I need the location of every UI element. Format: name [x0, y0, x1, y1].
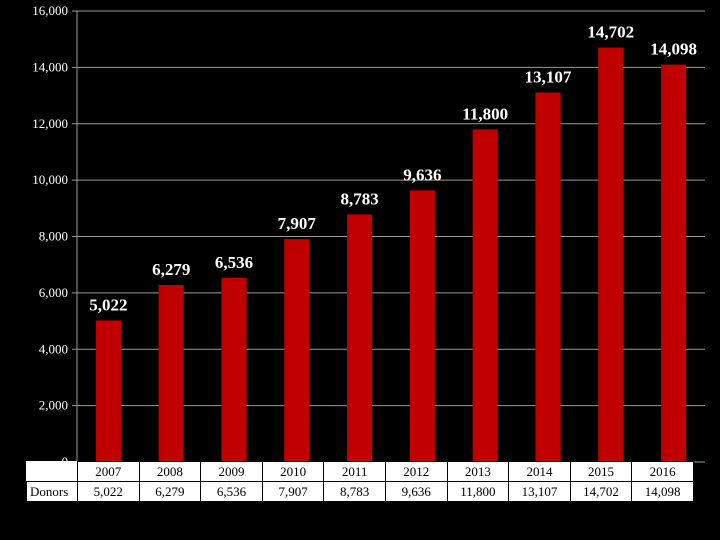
data-label: 13,107	[525, 68, 572, 87]
data-label: 9,636	[403, 165, 441, 184]
bar	[221, 277, 247, 462]
data-label: 6,279	[152, 260, 190, 279]
y-axis: 02,0004,0006,0008,00010,00012,00014,0001…	[32, 3, 78, 469]
data-table-donors-row: Donors 5,022 6,279 6,536 7,907 8,783 9,6…	[26, 481, 694, 502]
bar	[661, 64, 687, 463]
data-table-corner	[26, 461, 78, 482]
y-tick-label: 14,000	[32, 59, 68, 74]
category-label: 2009	[200, 461, 263, 482]
category-label: 2011	[323, 461, 386, 482]
category-label: 2016	[631, 461, 694, 482]
category-label: 2013	[446, 461, 510, 482]
data-table-cell: 6,279	[138, 481, 202, 502]
data-table-cell: 13,107	[508, 481, 571, 502]
bar	[347, 214, 373, 462]
y-tick-label: 10,000	[32, 172, 68, 187]
data-label: 11,800	[462, 104, 508, 123]
data-table-cell: 6,536	[200, 481, 263, 502]
category-label: 2007	[77, 461, 140, 482]
data-table: 2007 2008 2009 2010 2011 2012 2013 2014 …	[26, 461, 694, 502]
category-label: 2010	[261, 461, 325, 482]
category-label: 2012	[384, 461, 448, 482]
data-table-cell: 11,800	[446, 481, 510, 502]
y-tick-label: 6,000	[39, 285, 68, 300]
data-label: 5,022	[89, 295, 127, 314]
data-label: 6,536	[215, 253, 253, 272]
data-table-cell: 9,636	[384, 481, 448, 502]
category-label: 2014	[508, 461, 571, 482]
bar	[472, 129, 498, 462]
data-table-header-row: 2007 2008 2009 2010 2011 2012 2013 2014 …	[26, 461, 694, 482]
data-table-cell: 14,098	[631, 481, 694, 502]
y-tick-label: 8,000	[39, 229, 68, 244]
y-tick-label: 2,000	[39, 398, 68, 413]
data-labels: 5,022 6,279 6,536 7,907 8,783 9,636 11,800 13,1…	[89, 23, 697, 315]
bar	[158, 285, 184, 462]
bar	[95, 320, 121, 462]
data-table-cell: 7,907	[261, 481, 325, 502]
y-tick-label: 12,000	[32, 116, 68, 131]
bar	[598, 47, 624, 463]
data-table-cell: 8,783	[323, 481, 386, 502]
bar	[535, 92, 561, 462]
y-tick-label: 4,000	[39, 341, 68, 356]
data-label: 7,907	[278, 214, 317, 233]
bar	[284, 239, 310, 462]
data-label: 14,098	[650, 40, 697, 59]
data-table-cell: 14,702	[569, 481, 633, 502]
data-table-cell: 5,022	[77, 481, 140, 502]
category-label: 2008	[138, 461, 202, 482]
bar	[409, 190, 435, 462]
data-label: 14,702	[587, 23, 634, 42]
data-table-row-label: Donors	[26, 481, 78, 502]
data-label: 8,783	[340, 189, 378, 208]
bars	[95, 47, 687, 463]
category-label: 2015	[569, 461, 633, 482]
y-tick-label: 16,000	[32, 3, 68, 18]
